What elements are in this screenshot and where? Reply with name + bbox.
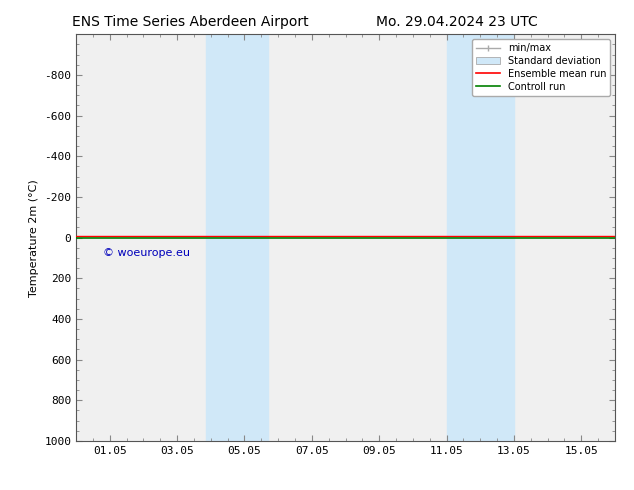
Text: Mo. 29.04.2024 23 UTC: Mo. 29.04.2024 23 UTC (375, 15, 538, 29)
Y-axis label: Temperature 2m (°C): Temperature 2m (°C) (29, 179, 39, 296)
Bar (470, 34, 514, 441)
Text: © woeurope.eu: © woeurope.eu (103, 248, 190, 258)
Bar (228, 34, 268, 441)
Legend: min/max, Standard deviation, Ensemble mean run, Controll run: min/max, Standard deviation, Ensemble me… (472, 39, 610, 96)
Text: ENS Time Series Aberdeen Airport: ENS Time Series Aberdeen Airport (72, 15, 309, 29)
Bar (206, 34, 228, 441)
Bar (446, 34, 470, 441)
